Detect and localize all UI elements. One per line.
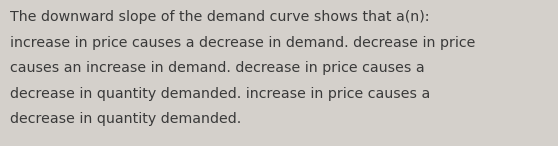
Text: The downward slope of the demand curve shows that a(n):: The downward slope of the demand curve s… bbox=[10, 10, 430, 24]
Text: decrease in quantity demanded.: decrease in quantity demanded. bbox=[10, 112, 241, 126]
Text: decrease in quantity demanded. increase in price causes a: decrease in quantity demanded. increase … bbox=[10, 87, 430, 101]
Text: increase in price causes a decrease in demand. decrease in price: increase in price causes a decrease in d… bbox=[10, 36, 475, 50]
Text: causes an increase in demand. decrease in price causes a: causes an increase in demand. decrease i… bbox=[10, 61, 425, 75]
